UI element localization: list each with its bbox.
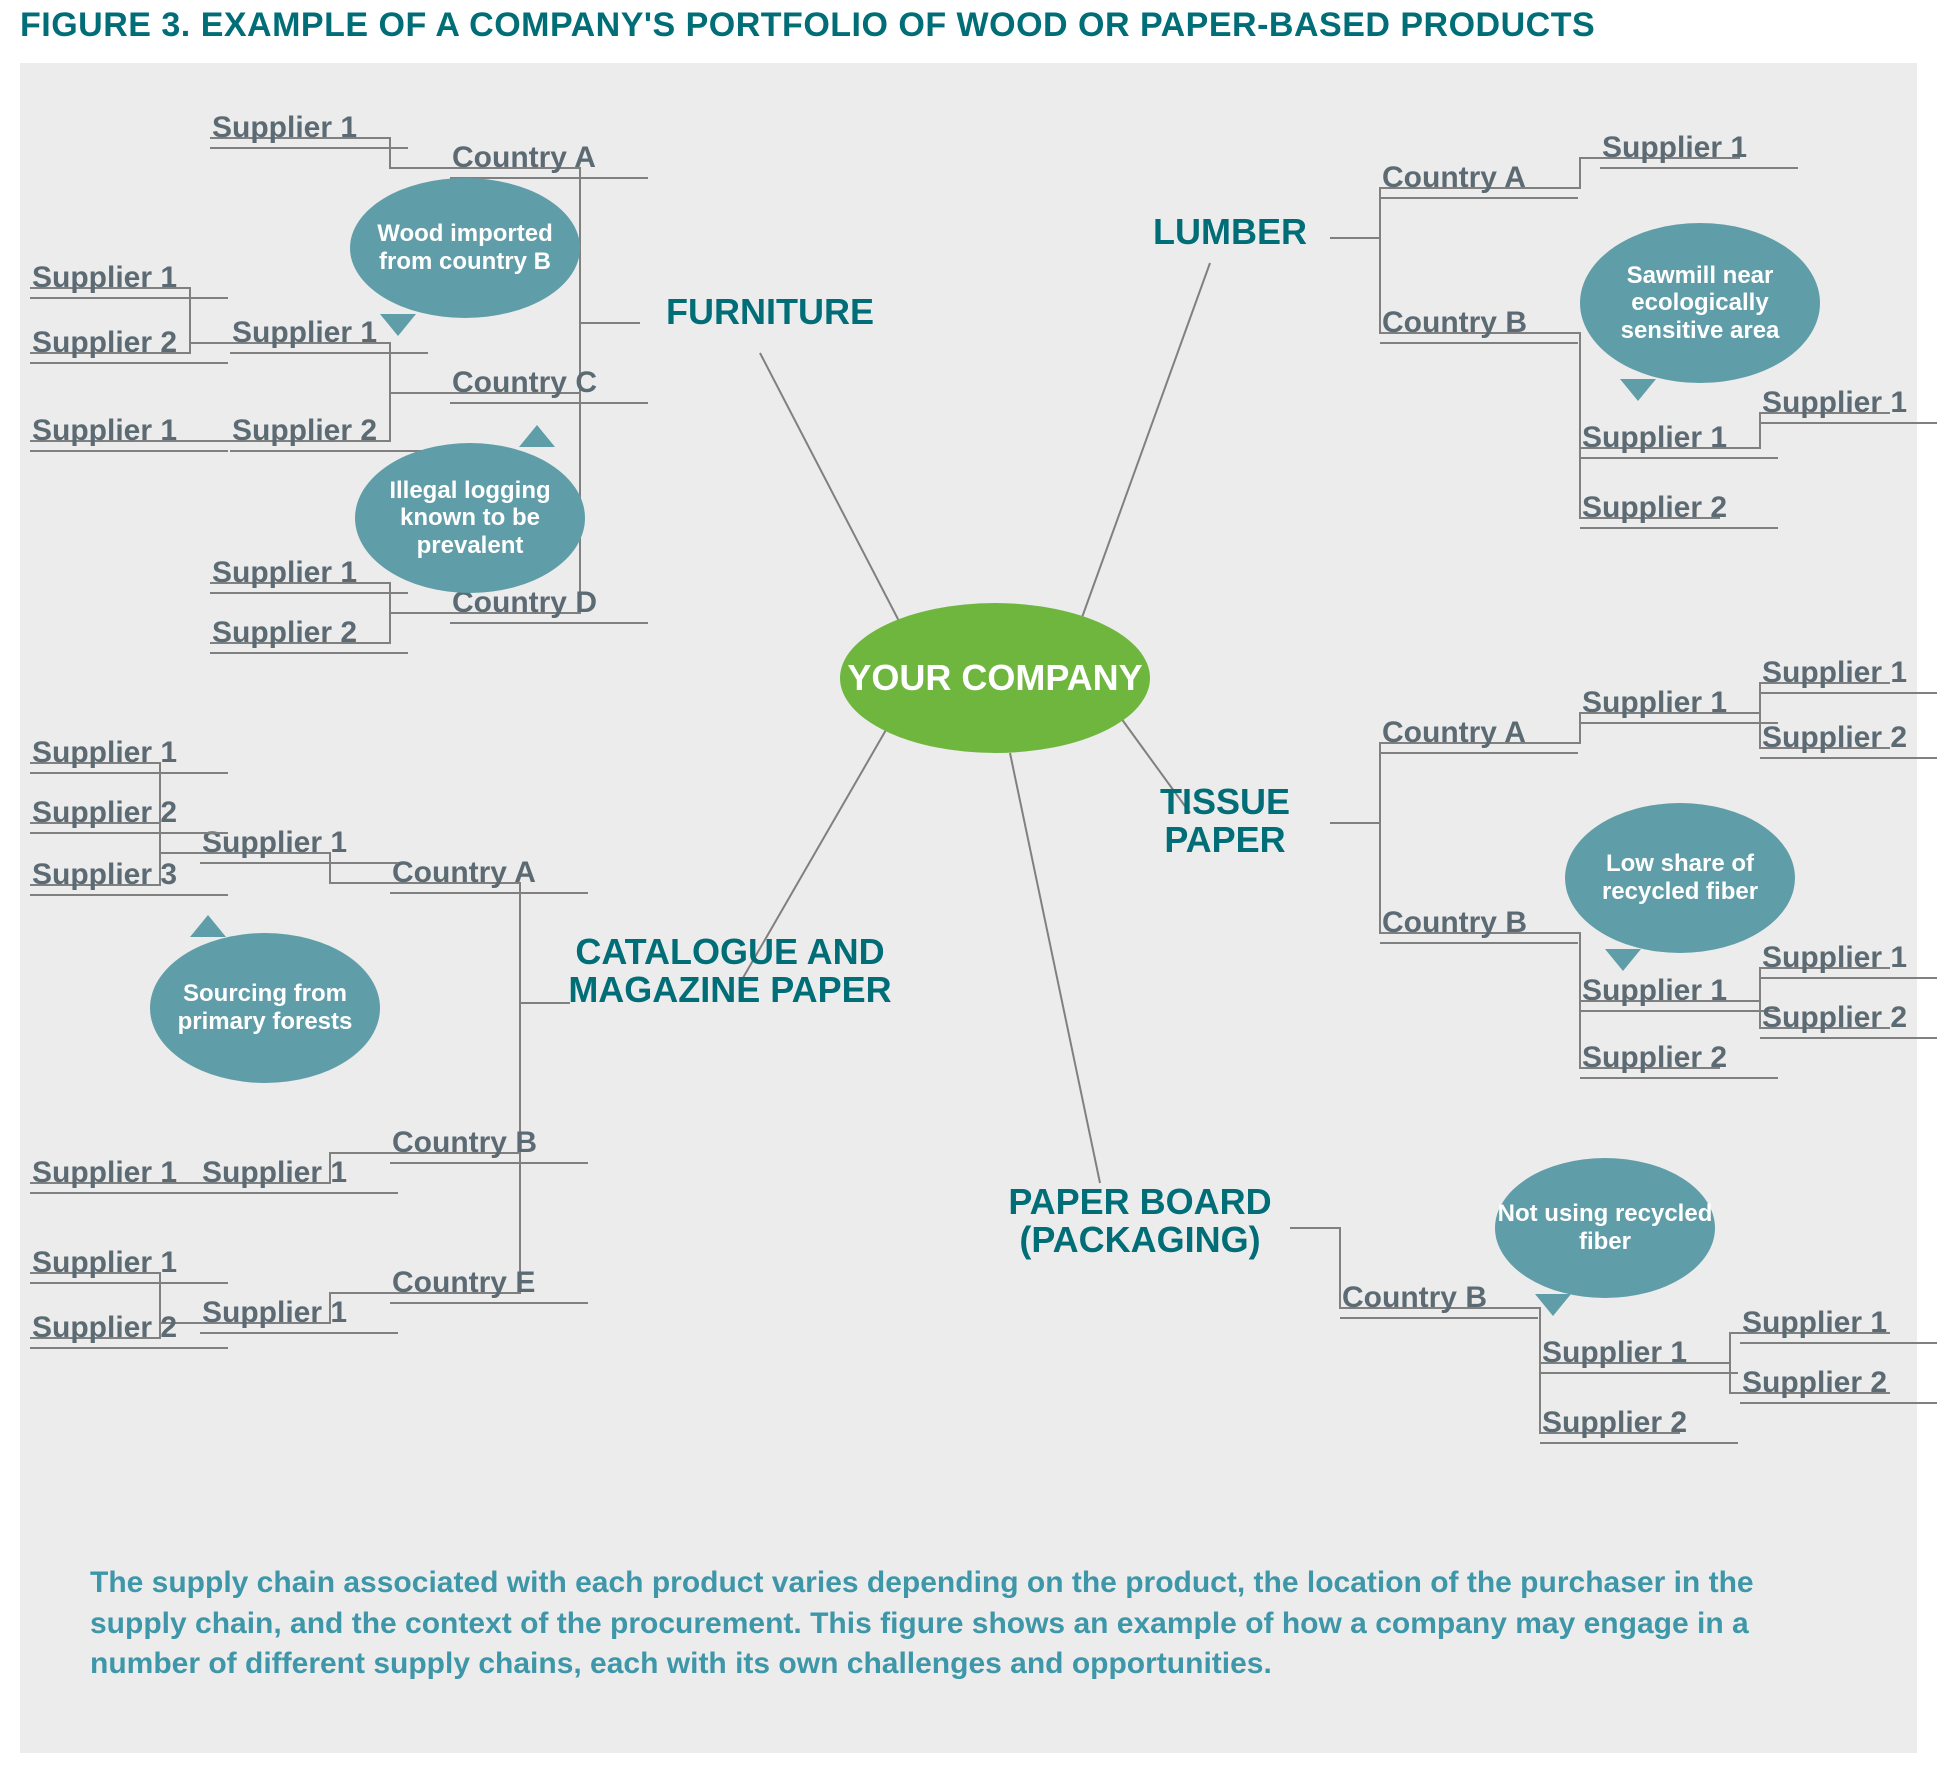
cat-cA-s1-a: Supplier 1 — [30, 736, 228, 774]
cat-cE-s1-b: Supplier 2 — [30, 1311, 228, 1349]
bubble-primary-forests: Sourcing from primary forests — [150, 933, 380, 1083]
furn-cC-s1-b: Supplier 2 — [30, 326, 228, 364]
bubble-illegal-logging: Illegal logging known to be prevalent — [355, 443, 585, 593]
cat-countryE: Country E — [390, 1266, 588, 1304]
cat-cE-s1: Supplier 1 — [200, 1296, 398, 1334]
lum-cB-s1-a: Supplier 1 — [1760, 386, 1937, 424]
lum-cA-s1: Supplier 1 — [1600, 131, 1798, 169]
bubble-wood-imported: Wood imported from country B — [350, 178, 580, 318]
tis-countryB: Country B — [1380, 906, 1578, 944]
lum-countryB: Country B — [1380, 306, 1578, 344]
bubble-text: Illegal logging known to be prevalent — [355, 477, 585, 560]
bubble-low-recycled: Low share of recycled fiber — [1565, 803, 1795, 953]
tis-cB-s1: Supplier 1 — [1580, 974, 1778, 1012]
figure-title: FIGURE 3. EXAMPLE OF A COMPANY'S PORTFOL… — [0, 0, 1937, 63]
bubble-text: Sawmill near ecologically sensitive area — [1580, 262, 1820, 345]
tis-countryA: Country A — [1380, 716, 1578, 754]
cat-cB-s1: Supplier 1 — [200, 1156, 398, 1194]
cat-countryB: Country B — [390, 1126, 588, 1164]
cat-cE-s1-a: Supplier 1 — [30, 1246, 228, 1284]
pb-cB-s1-a: Supplier 1 — [1740, 1306, 1937, 1344]
cat-cA-s1: Supplier 1 — [200, 826, 398, 864]
caption: The supply chain associated with each pr… — [90, 1563, 1850, 1685]
bubble-text: Sourcing from primary forests — [150, 980, 380, 1035]
pb-cB-s1-b: Supplier 2 — [1740, 1366, 1937, 1404]
furn-cD-s2: Supplier 2 — [210, 616, 408, 654]
center-label: YOUR COMPANY — [847, 657, 1142, 699]
furn-cC-s2: Supplier 2 — [230, 414, 428, 452]
tis-cB-s2: Supplier 2 — [1580, 1041, 1778, 1079]
furn-cA-s1: Supplier 1 — [210, 111, 408, 149]
pb-cB-s1: Supplier 1 — [1540, 1336, 1738, 1374]
tis-cA-s1: Supplier 1 — [1580, 686, 1778, 724]
cat-paperboard: PAPER BOARD (PACKAGING) — [980, 1183, 1300, 1259]
cat-cA-s1-b: Supplier 2 — [30, 796, 228, 834]
center-company: YOUR COMPANY — [840, 603, 1150, 753]
cat-catalogue: CATALOGUE AND MAGAZINE PAPER — [560, 933, 900, 1009]
pb-countryB: Country B — [1340, 1281, 1538, 1319]
cat-cB-s1-a: Supplier 1 — [30, 1156, 228, 1194]
lum-countryA: Country A — [1380, 161, 1578, 199]
furn-countryA: Country A — [450, 141, 648, 179]
bubble-sawmill: Sawmill near ecologically sensitive area — [1580, 223, 1820, 383]
lum-cB-s2: Supplier 2 — [1580, 491, 1778, 529]
bubble-text: Low share of recycled fiber — [1565, 850, 1795, 905]
tis-cA-s1-b: Supplier 2 — [1760, 721, 1937, 759]
cat-countryA: Country A — [390, 856, 588, 894]
bubble-not-recycled: Not using recycled fiber — [1495, 1158, 1715, 1298]
tis-cB-s1-b: Supplier 2 — [1760, 1001, 1937, 1039]
pb-cB-s2: Supplier 2 — [1540, 1406, 1738, 1444]
furn-countryC: Country C — [450, 366, 648, 404]
cat-tissue: TISSUE PAPER — [1115, 783, 1335, 859]
cat-lumber: LUMBER — [1120, 213, 1340, 251]
furn-cC-s1-a: Supplier 1 — [30, 261, 228, 299]
tis-cA-s1-a: Supplier 1 — [1760, 656, 1937, 694]
cat-cA-s1-c: Supplier 3 — [30, 858, 228, 896]
bubble-text: Not using recycled fiber — [1495, 1200, 1715, 1255]
cat-furniture: FURNITURE — [640, 293, 900, 331]
lum-cB-s1: Supplier 1 — [1580, 421, 1778, 459]
diagram-canvas: YOUR COMPANY FURNITURE LUMBER CATALOGUE … — [20, 63, 1917, 1753]
bubble-text: Wood imported from country B — [350, 220, 580, 275]
tis-cB-s1-a: Supplier 1 — [1760, 941, 1937, 979]
furn-cC-s2-a: Supplier 1 — [30, 414, 228, 452]
